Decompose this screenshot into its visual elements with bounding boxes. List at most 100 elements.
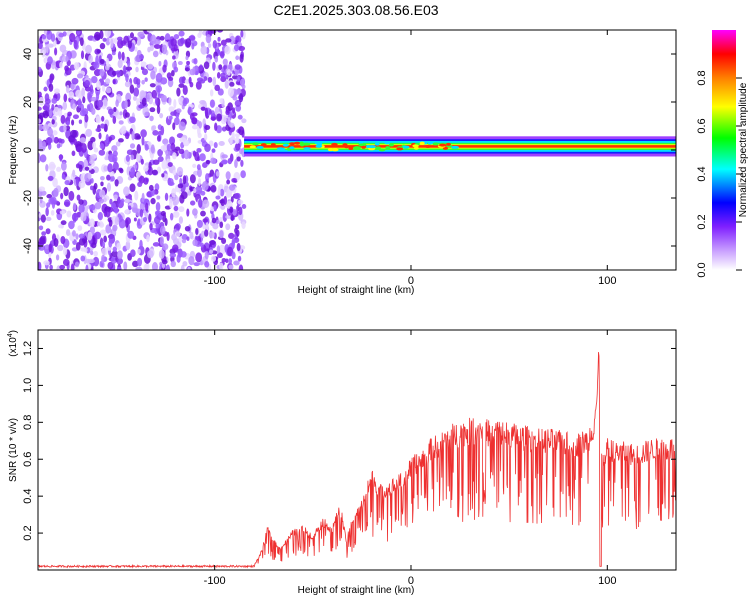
spectrogram-noise-cell [202, 218, 208, 223]
spectrogram-noise-cell [117, 39, 124, 49]
spectrogram-noise-cell [222, 58, 228, 66]
spectrogram-noise-cell [182, 261, 188, 267]
spectrogram-noise-cell [105, 209, 111, 218]
spectrogram-noise-cell [151, 169, 158, 176]
spectrogram-signal-blob [413, 146, 419, 150]
spectrogram-noise-cell [214, 84, 221, 92]
spectrogram-noise-cell [125, 73, 129, 83]
spectrogram-noise-cell [146, 94, 150, 103]
spectrogram-noise-cell [168, 106, 175, 113]
spectrogram-noise-cell [227, 87, 235, 97]
spectrogram-signal-blob [374, 142, 380, 146]
spectrogram-noise-cell [105, 87, 112, 94]
spectrogram-noise-cell [63, 247, 68, 256]
spectrogram-noise-cell [93, 61, 100, 69]
spectrogram-noise-cell [227, 102, 233, 111]
spectrogram-noise-cell [212, 76, 217, 87]
spectrogram-noise-cell [45, 216, 52, 222]
spectrogram-noise-cell [47, 56, 53, 65]
spectrogram-noise-cell [130, 154, 135, 161]
spectrogram-noise-cell [127, 230, 135, 239]
spectrogram-noise-cell [228, 122, 235, 128]
spectrogram-noise-cell [183, 149, 190, 160]
spectrogram-noise-cell [105, 78, 111, 85]
spectrogram-noise-cell [110, 202, 116, 210]
spectrogram-signal-blob [384, 141, 391, 145]
spectrogram-noise-cell [143, 264, 149, 270]
spectrogram-noise-cell [211, 217, 217, 224]
spectrogram-noise-cell [224, 80, 229, 89]
spectrogram-signal-blob [276, 147, 285, 151]
spectrogram-noise-cell [83, 247, 88, 253]
spectrogram-noise-cell [41, 34, 47, 40]
spectrogram-noise-cell [223, 64, 228, 70]
spectrogram-noise-cell [139, 239, 143, 250]
spectrogram-noise-cell [228, 232, 235, 239]
spectrogram-noise-cell [134, 190, 139, 201]
snr-panel: -100 0 100 0.2 0.4 0.6 0.8 1.0 1.2 Height of st… [7, 329, 677, 596]
spectrogram-noise-cell [229, 35, 236, 45]
spectrogram-noise-cell [39, 235, 46, 246]
spectrogram-noise-cell [104, 156, 109, 161]
chart-title: C2E1.2025.303.08.56.E03 [273, 2, 438, 18]
colorbar-tick-label: 0.2 [696, 214, 708, 229]
spectrogram-noise-cell [75, 176, 79, 187]
spectrogram-noise-cell [95, 91, 100, 101]
spectrogram-noise-cell [38, 244, 46, 251]
spectrogram-noise-cell [112, 70, 117, 77]
spectrogram-noise-cell [132, 260, 139, 268]
x-tick-label: 100 [598, 275, 616, 287]
spectrogram-noise-cell [74, 261, 80, 268]
spectrogram-noise-cell [107, 163, 113, 173]
spectrogram-noise-cell [236, 75, 241, 83]
spectrogram-noise-cell [108, 239, 113, 248]
spectrogram-noise-cell [53, 187, 59, 198]
spectrogram-noise-cell [241, 221, 246, 230]
spectrogram-noise-cell [161, 173, 165, 178]
spectrogram-noise-cell [79, 110, 87, 117]
spectrogram-noise-cell [146, 30, 154, 33]
spectrogram-noise-cell [214, 122, 218, 131]
spectrogram-noise-cell [225, 171, 231, 180]
spectrogram-noise-cell [154, 183, 160, 191]
spectrogram-noise-cell [203, 61, 210, 70]
spectrogram-noise-cell [208, 249, 214, 254]
spectrogram-noise-cell [63, 199, 71, 208]
spectrogram-noise-cell [226, 179, 231, 185]
colorbar-tick-label: 0.4 [696, 166, 708, 181]
spectrogram-noise-cell [196, 219, 203, 229]
spectrogram-signal-blob [442, 146, 448, 150]
spectrogram-noise-cell [111, 51, 116, 56]
spectrogram-noise-cell [154, 210, 160, 216]
spectrogram-noise-cell [105, 224, 112, 234]
spectrogram-noise-cell [179, 177, 183, 185]
spectrogram-signal-blob [249, 145, 256, 149]
spectrogram-noise-cell [178, 206, 185, 213]
spectrogram-noise-cell [81, 87, 86, 98]
spectrogram-noise-cell [102, 197, 107, 203]
spectrogram-noise-cell [225, 214, 232, 219]
y-tick-label: -40 [22, 238, 34, 254]
spectrogram-noise-cell [130, 249, 136, 257]
spectrogram-noise-cell [230, 196, 234, 203]
spectrogram-signal-blob [353, 146, 362, 150]
spectrogram-noise-cell [198, 198, 203, 209]
spectrogram-noise-cell [124, 209, 130, 215]
spectrogram-noise-cell [101, 247, 108, 256]
spectrogram-noise-cell [95, 116, 102, 124]
spectrogram-noise-cell [48, 110, 53, 118]
spectrogram-noise-cell [47, 175, 54, 181]
spectrogram-noise-cell [169, 252, 177, 258]
spectrogram-noise-cell [219, 188, 225, 197]
spectrogram-noise-cell [144, 143, 149, 151]
spectrogram-noise-cell [191, 117, 198, 125]
spectrogram-noise-cell [181, 233, 188, 241]
spectrogram-noise-cell [199, 99, 206, 105]
spectrogram-noise-cell [83, 159, 88, 167]
spectrogram-noise-cell [217, 36, 221, 42]
spectrogram-noise-cell [175, 223, 181, 231]
spectrogram-noise-cell [225, 258, 229, 263]
spectrogram-noise-cell [220, 114, 227, 125]
spectrogram-noise-cell [184, 67, 190, 72]
spectrogram-noise-cell [113, 106, 117, 113]
